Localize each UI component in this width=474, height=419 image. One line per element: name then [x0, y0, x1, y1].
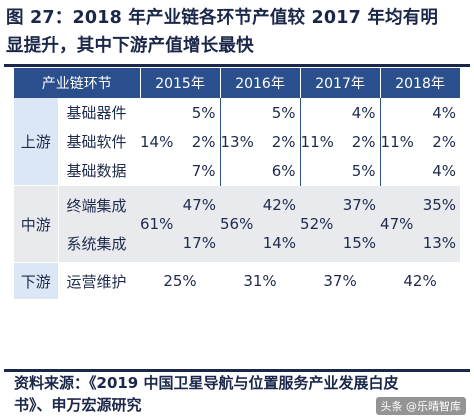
source-line1: 资料来源：《2019 中国卫星导航与位置服务产业发展白皮	[14, 374, 399, 392]
midstream-total-2016: 56%	[220, 185, 257, 263]
share-cell: 17%	[176, 224, 221, 263]
downstream-2015: 25%	[140, 262, 221, 299]
share-cell: 5%	[336, 156, 381, 186]
share-cell: 5%	[176, 98, 221, 127]
share-cell: 5%	[256, 98, 301, 127]
table-row: 基础数据 7% 6% 5% 4%	[14, 156, 460, 186]
industry-chain-table: 产业链环节 2015年 2016年 2017年 2018年 上游 基础器件 14…	[14, 68, 461, 299]
share-cell: 47%	[176, 185, 221, 224]
figure-title-line1: 图 27：2018 年产业链各环节产值较 2017 年均有明	[6, 8, 439, 28]
downstream-2016: 31%	[220, 262, 301, 299]
table-header-row: 产业链环节 2015年 2016年 2017年 2018年	[14, 68, 461, 98]
segment-midstream: 中游	[14, 185, 59, 263]
item-name: 系统集成	[58, 224, 140, 263]
header-2015: 2015年	[140, 68, 221, 98]
share-cell: 7%	[176, 156, 221, 186]
segment-upstream: 上游	[14, 98, 59, 186]
item-name: 基础器件	[66, 104, 127, 122]
upstream-growth-2015: 14%	[140, 132, 174, 151]
figure-title: 图 27：2018 年产业链各环节产值较 2017 年均有明 显提升，其中下游产…	[6, 4, 468, 60]
table-row: 基础软件 2% 2% 2% 2%	[14, 127, 460, 156]
bottom-rule	[4, 369, 470, 372]
table-row: 中游 终端集成 61% 47% 56% 42% 52% 37% 47% 35%	[14, 185, 461, 263]
header-2017: 2017年	[300, 68, 381, 98]
upstream-growth-2016: 13%	[220, 132, 254, 151]
share-cell: 4%	[336, 98, 381, 127]
item-name: 基础软件	[66, 133, 127, 151]
watermark: 头条 @乐晴智库	[375, 397, 466, 415]
top-rule	[4, 64, 470, 67]
upstream-growth-2018: 11%	[380, 132, 414, 151]
share-cell: 2%	[256, 127, 301, 156]
share-cell: 13%	[416, 224, 461, 263]
midstream-total-2015: 61%	[140, 185, 176, 263]
share-cell: 2%	[176, 127, 221, 156]
share-cell: 2%	[336, 127, 381, 156]
share-cell: 42%	[256, 185, 301, 224]
share-cell: 4%	[432, 161, 457, 180]
table-row: 上游 基础器件 14% 5% 13% 5% 11% 4% 11% 4%	[14, 98, 460, 186]
item-name: 基础数据	[66, 162, 127, 180]
midstream-total-2017: 52%	[300, 185, 337, 263]
share-cell: 15%	[336, 224, 381, 263]
header-2016: 2016年	[220, 68, 301, 98]
share-cell: 2%	[432, 132, 457, 151]
header-chain: 产业链环节	[14, 68, 141, 98]
upstream-growth-2017: 11%	[300, 132, 334, 151]
share-cell: 35%	[416, 185, 461, 224]
item-name: 运营维护	[58, 262, 140, 299]
share-cell: 14%	[256, 224, 301, 263]
figure-title-line2: 显提升，其中下游产值增长最快	[6, 36, 254, 56]
share-cell: 4%	[432, 103, 457, 122]
source-line2: 书》、申万宏源研究	[14, 396, 142, 414]
share-cell: 6%	[256, 156, 301, 186]
midstream-total-2018: 47%	[380, 185, 417, 263]
downstream-2018: 42%	[380, 262, 461, 299]
share-cell: 37%	[336, 185, 381, 224]
table-row: 下游 运营维护 25% 31% 37% 42%	[14, 262, 461, 299]
source-note: 资料来源：《2019 中国卫星导航与位置服务产业发展白皮 书》、申万宏源研究	[14, 372, 464, 416]
header-2018: 2018年	[380, 68, 461, 98]
segment-downstream: 下游	[14, 262, 59, 299]
table-row: 系统集成 17% 14% 15% 13%	[14, 224, 461, 263]
downstream-2017: 37%	[300, 262, 381, 299]
item-name: 终端集成	[58, 185, 140, 224]
